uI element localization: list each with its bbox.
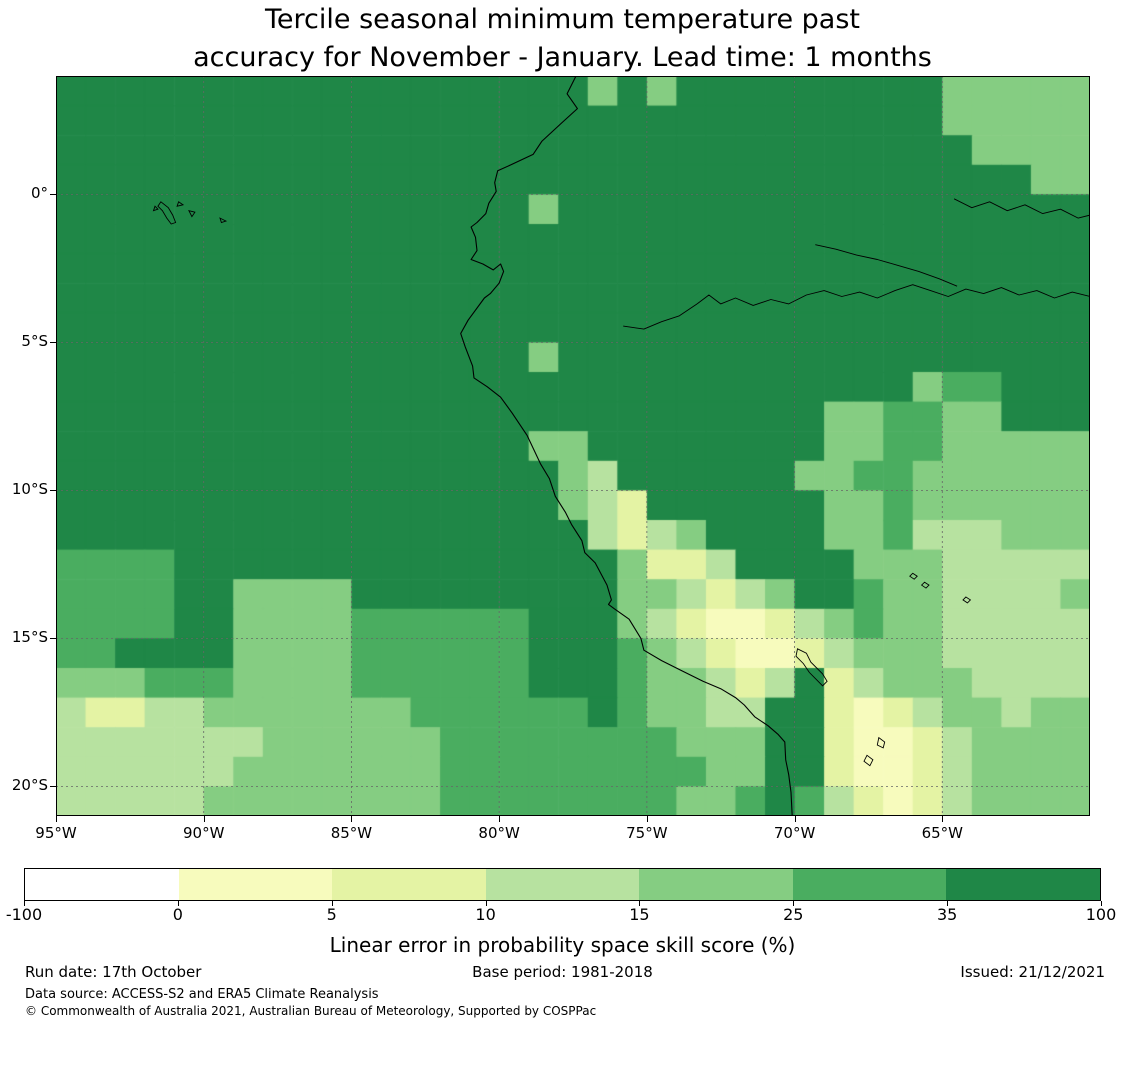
x-tick-mark [794,816,796,822]
y-tick-mark [50,342,56,344]
lake-rogagua [920,581,930,589]
x-tick-label: 95°W [35,824,77,842]
island-san-cristobal [219,217,228,224]
colorbar-tick-label: 0 [172,905,183,924]
river-amazon [696,284,1090,306]
map [56,76,1090,816]
island-fernandina [152,205,159,212]
colorbar-segment-0 [25,869,179,900]
colorbar-segment-6 [946,869,1101,900]
y-tick-label: 15°S [11,628,48,647]
issued-text: Issued: 21/12/2021 [960,963,1105,981]
x-tick-label: 65°W [921,824,963,842]
base-period-text: Base period: 1981-2018 [472,963,653,981]
x-tick-mark [56,816,57,822]
colorbar [24,868,1101,901]
island-isabela [157,201,177,225]
colorbar-tick-mark [331,901,333,906]
colorbar-tick-mark [24,901,25,906]
river-maranon [623,303,698,330]
map-border [56,76,1090,816]
colorbar-tick-mark [639,901,641,906]
x-tick-label: 80°W [478,824,520,842]
y-tick-label: 5°S [21,332,48,351]
y-tick-label: 20°S [11,776,48,795]
colorbar-tick-mark [177,901,179,906]
lake-titicaca [795,648,828,687]
colorbar-segment-5 [792,869,947,900]
lake-rogaguado [909,572,918,580]
x-tick-label: 90°W [182,824,225,842]
x-tick-label: 70°W [773,824,816,842]
colorbar-tick-label: -100 [5,905,43,924]
lake-poopo [876,736,886,749]
y-tick-label: 0° [30,184,48,203]
colorbar-segment-2 [332,869,486,900]
colorbar-tick-label: 5 [326,905,337,924]
island-santiago [176,201,185,207]
island-santa-cruz [188,210,196,218]
figure-title-line1: Tercile seasonal minimum temperature pas… [265,4,860,35]
colorbar-tick-label: 100 [1085,905,1117,924]
y-tick-mark [50,490,56,492]
map-overlay [56,76,1090,816]
x-tick-mark [646,816,648,822]
figure-title-line2: accuracy for November - January. Lead ti… [193,42,932,73]
colorbar-tick-label: 35 [936,905,958,924]
colorbar-tick-mark [947,901,949,906]
coastline [460,76,793,816]
copyright-text: © Commonwealth of Australia 2021, Austra… [25,1004,597,1018]
y-tick-label: 10°S [11,480,48,499]
river-negro [953,198,1090,219]
colorbar-tick-mark [1101,901,1102,906]
x-tick-label: 85°W [330,824,373,842]
y-tick-mark [50,194,56,196]
colorbar-tick-label: 10 [475,905,496,924]
figure-title: Tercile seasonal minimum temperature pas… [0,1,1125,77]
x-tick-mark [499,816,501,822]
colorbar-tick-label: 25 [783,905,804,924]
colorbar-segment-3 [485,869,640,900]
run-date-text: Run date: 17th October [25,963,202,981]
colorbar-tick-mark [793,901,795,906]
river-japura [815,244,958,287]
colorbar-tick-label: 15 [629,905,650,924]
x-tick-mark [351,816,353,822]
x-tick-label: 75°W [626,824,668,842]
colorbar-label: Linear error in probability space skill … [329,933,796,957]
x-tick-mark [203,816,205,822]
colorbar-tick-mark [485,901,487,906]
x-tick-mark [942,816,944,822]
colorbar-segment-4 [639,869,793,900]
lake-coipasa [863,754,874,767]
data-source-text: Data source: ACCESS-S2 and ERA5 Climate … [25,987,379,1002]
y-tick-mark [50,638,56,640]
lake-small-lake [962,596,972,604]
y-tick-mark [50,786,56,788]
map-heatmap [56,76,1090,816]
colorbar-segment-1 [178,869,333,900]
